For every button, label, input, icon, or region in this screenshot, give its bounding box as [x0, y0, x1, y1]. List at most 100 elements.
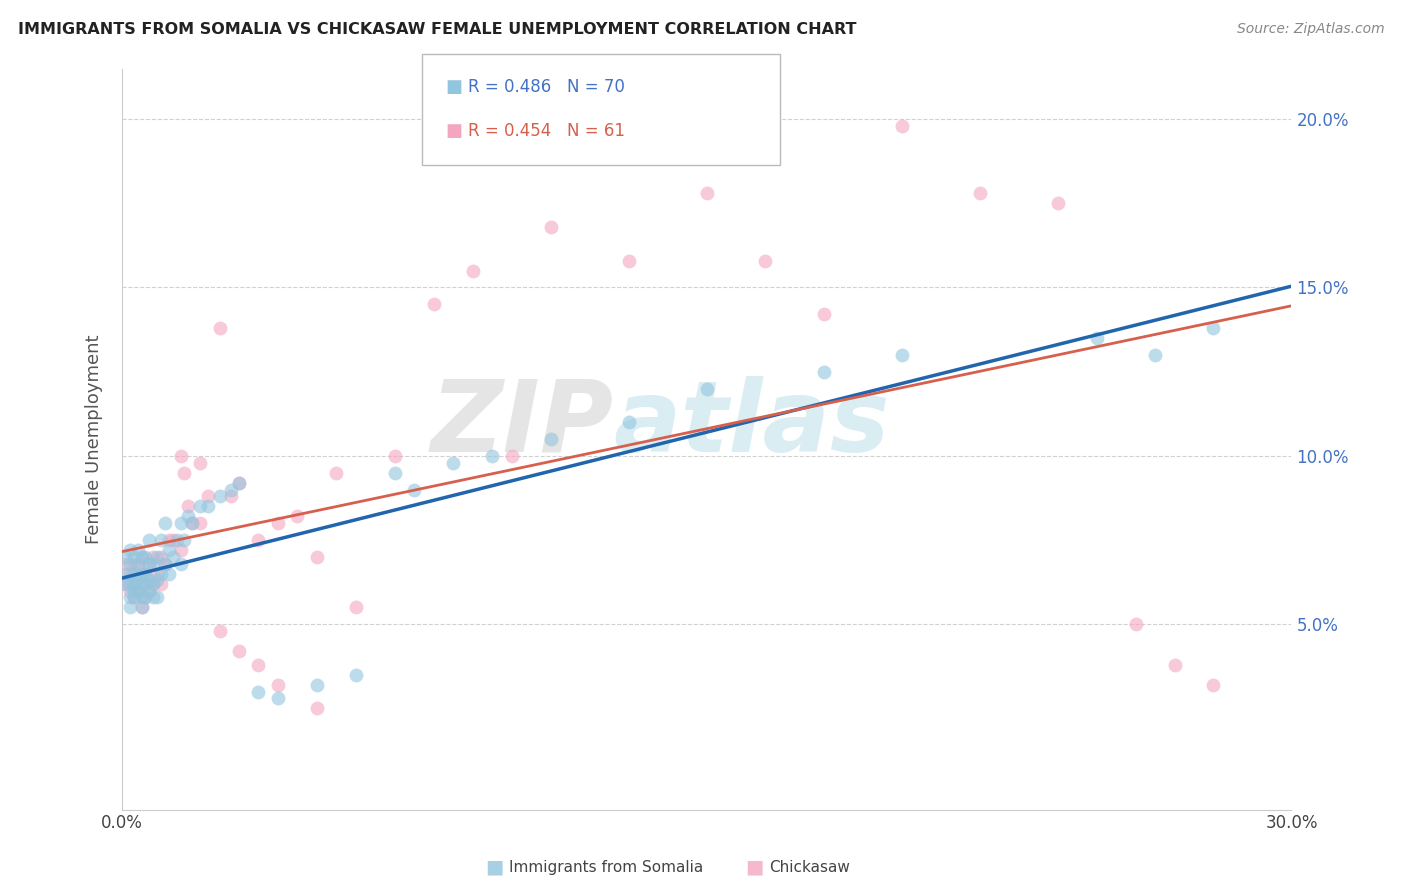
Point: [344, 600, 367, 615]
Point: [134, 566, 156, 581]
Point: [461, 263, 484, 277]
Point: [1143, 348, 1166, 362]
Point: [118, 600, 141, 615]
Point: [197, 489, 219, 503]
Point: [157, 543, 180, 558]
Point: [138, 583, 160, 598]
Point: [267, 691, 290, 706]
Point: [696, 186, 718, 201]
Point: [188, 516, 211, 531]
Text: ■: ■: [446, 78, 463, 95]
Point: [540, 219, 562, 234]
Point: [166, 533, 188, 547]
Point: [162, 533, 184, 547]
Point: [138, 533, 160, 547]
Point: [177, 500, 200, 514]
Text: Chickasaw: Chickasaw: [769, 860, 851, 874]
Point: [127, 557, 149, 571]
Point: [146, 566, 169, 581]
Point: [115, 577, 138, 591]
Text: ZIP: ZIP: [430, 376, 613, 473]
Point: [134, 549, 156, 564]
Point: [696, 382, 718, 396]
Point: [115, 566, 138, 581]
Point: [131, 577, 153, 591]
Text: R = 0.454   N = 61: R = 0.454 N = 61: [468, 122, 626, 140]
Point: [188, 456, 211, 470]
Point: [208, 321, 231, 335]
Point: [142, 557, 165, 571]
Point: [247, 684, 270, 698]
Point: [150, 549, 173, 564]
Point: [169, 543, 191, 558]
Text: Immigrants from Somalia: Immigrants from Somalia: [509, 860, 703, 874]
Point: [423, 297, 446, 311]
Point: [384, 466, 406, 480]
Point: [169, 557, 191, 571]
Point: [142, 591, 165, 605]
Point: [115, 577, 138, 591]
Point: [115, 557, 138, 571]
Point: [138, 557, 160, 571]
Point: [122, 577, 145, 591]
Point: [1202, 678, 1225, 692]
Point: [150, 566, 173, 581]
Point: [267, 516, 290, 531]
Point: [146, 549, 169, 564]
Point: [118, 566, 141, 581]
Point: [617, 253, 640, 268]
Point: [890, 348, 912, 362]
Point: [118, 591, 141, 605]
Point: [122, 583, 145, 598]
Point: [131, 600, 153, 615]
Point: [754, 253, 776, 268]
Point: [138, 583, 160, 598]
Text: R = 0.486   N = 70: R = 0.486 N = 70: [468, 78, 626, 95]
Point: [122, 591, 145, 605]
Point: [134, 577, 156, 591]
Point: [118, 583, 141, 598]
Point: [1163, 657, 1185, 672]
Point: [404, 483, 426, 497]
Text: ■: ■: [745, 857, 763, 877]
Point: [813, 365, 835, 379]
Point: [813, 307, 835, 321]
Point: [142, 549, 165, 564]
Point: [127, 583, 149, 598]
Point: [384, 449, 406, 463]
Point: [208, 624, 231, 638]
Point: [177, 509, 200, 524]
Point: [969, 186, 991, 201]
Point: [173, 466, 195, 480]
Point: [146, 574, 169, 588]
Point: [1046, 196, 1069, 211]
Point: [127, 574, 149, 588]
Point: [228, 475, 250, 490]
Text: atlas: atlas: [613, 376, 890, 473]
Point: [131, 600, 153, 615]
Point: [118, 577, 141, 591]
Point: [118, 543, 141, 558]
Point: [127, 543, 149, 558]
Point: [134, 591, 156, 605]
Point: [138, 557, 160, 571]
Point: [181, 516, 204, 531]
Point: [142, 577, 165, 591]
Point: [118, 557, 141, 571]
Point: [219, 489, 242, 503]
Point: [150, 533, 173, 547]
Point: [287, 509, 309, 524]
Point: [150, 577, 173, 591]
Point: [441, 456, 464, 470]
Point: [228, 475, 250, 490]
Point: [153, 516, 176, 531]
Text: ■: ■: [446, 122, 463, 140]
Point: [131, 549, 153, 564]
Point: [173, 533, 195, 547]
Point: [131, 549, 153, 564]
Point: [219, 483, 242, 497]
Point: [131, 577, 153, 591]
Point: [169, 449, 191, 463]
Point: [157, 566, 180, 581]
Point: [115, 549, 138, 564]
